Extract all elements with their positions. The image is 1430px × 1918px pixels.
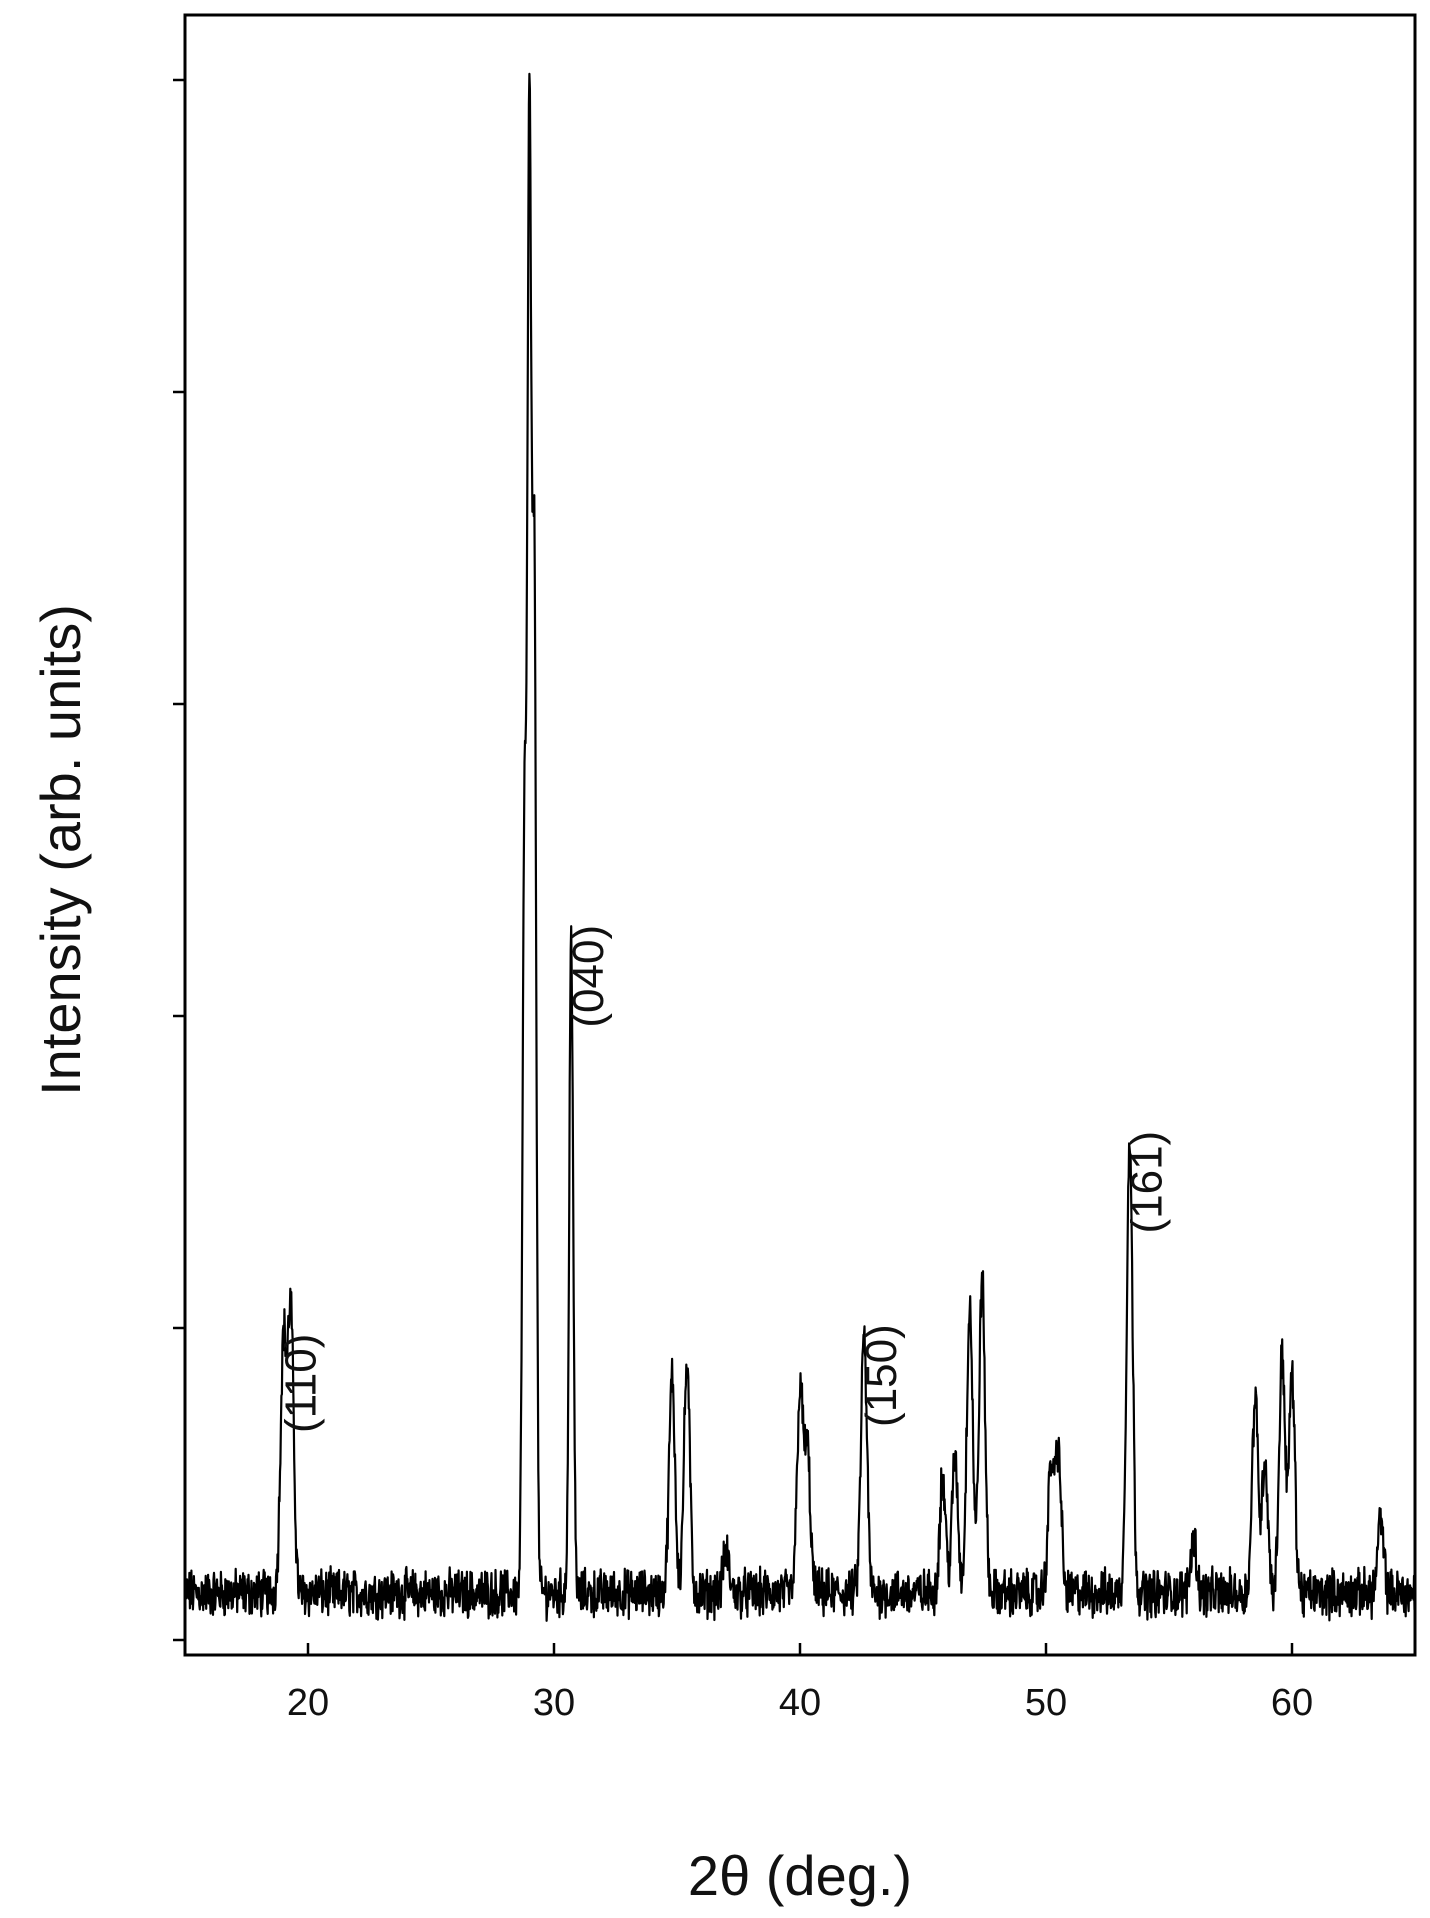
x-axis-title: 2θ (deg.) bbox=[688, 1844, 912, 1907]
x-tick-label: 20 bbox=[287, 1682, 329, 1724]
x-axis-ticks: 20 30 40 50 60 bbox=[287, 1643, 1313, 1724]
peak-label: (040) bbox=[564, 925, 613, 1028]
y-axis-ticks bbox=[173, 78, 185, 1642]
x-tick-label: 50 bbox=[1025, 1682, 1067, 1724]
peak-label: (150) bbox=[857, 1324, 906, 1427]
y-axis-title: Intensity (arb. units) bbox=[29, 604, 92, 1096]
x-tick-label: 40 bbox=[779, 1682, 821, 1724]
x-tick-label: 30 bbox=[533, 1682, 575, 1724]
peak-label: (161) bbox=[1123, 1131, 1172, 1234]
xrd-pattern-line bbox=[183, 72, 1417, 1622]
x-tick-label: 60 bbox=[1271, 1682, 1313, 1724]
peak-labels: (110) (040) (150) (161) bbox=[276, 925, 1171, 1433]
peak-label: (110) bbox=[276, 1334, 325, 1433]
